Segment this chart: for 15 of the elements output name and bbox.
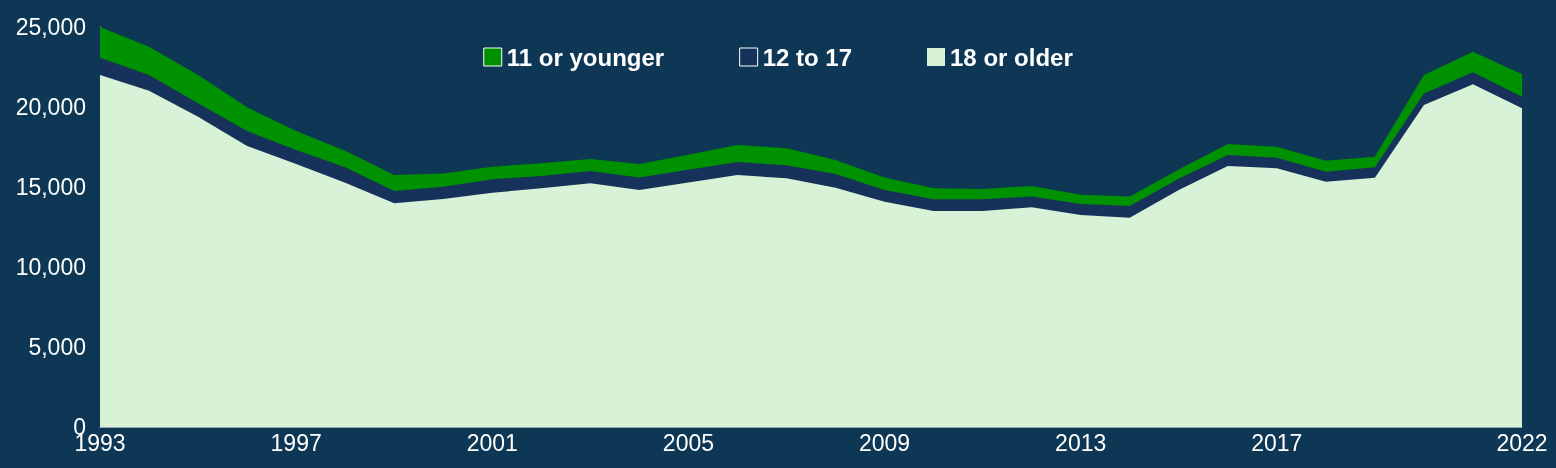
x-tick-label: 2022 xyxy=(1496,429,1548,456)
legend-label: 18 or older xyxy=(950,43,1073,71)
x-tick-label: 2013 xyxy=(1055,429,1107,456)
x-tick-label: 2017 xyxy=(1251,429,1303,456)
x-tick-label: 2001 xyxy=(466,429,518,456)
y-tick-label: 15,000 xyxy=(15,174,86,200)
legend-label: 12 to 17 xyxy=(762,43,853,71)
legend-label: 11 or younger xyxy=(506,43,665,71)
x-tick-label: 2009 xyxy=(858,429,911,456)
y-tick-label: 20,000 xyxy=(15,94,86,120)
x-tick-label: 1997 xyxy=(270,429,322,456)
y-tick-label: 5,000 xyxy=(28,334,86,360)
y-tick-label: 10,000 xyxy=(15,254,86,280)
y-tick-label: 25,000 xyxy=(15,14,86,40)
x-tick-label: 2005 xyxy=(662,429,714,456)
